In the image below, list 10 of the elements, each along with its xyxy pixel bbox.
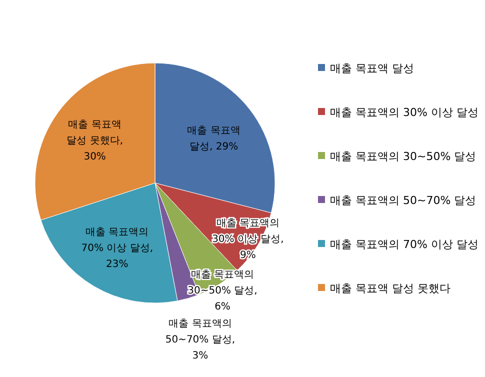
legend-label: 매출 목표액의 50~70% 달성 <box>330 194 476 207</box>
data-label: 매출 목표액 달성 못했다, 30% <box>66 119 123 162</box>
legend-label: 매출 목표액 달성 못했다 <box>330 282 450 295</box>
data-label: 매출 목표액의 50~70% 달성, 3% <box>165 318 236 362</box>
data-label: 매출 목표액의 70% 이상 달성, 23% <box>81 227 154 270</box>
data-label: 매출 목표액 달성, 29% <box>187 125 240 152</box>
legend-label: 매출 목표액의 30% 이상 달성 <box>330 106 478 119</box>
legend-label: 매출 목표액의 30~50% 달성 <box>330 150 476 163</box>
legend-label: 매출 목표액 달성 <box>330 62 414 75</box>
legend-label: 매출 목표액의 70% 이상 달성 <box>330 238 478 251</box>
